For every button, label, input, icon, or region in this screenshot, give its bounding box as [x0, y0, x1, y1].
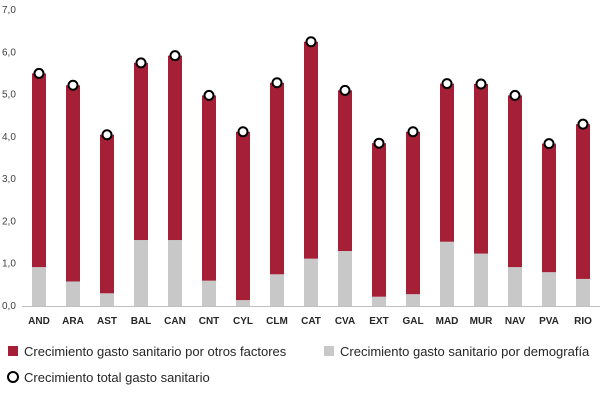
bar-otros-factores-cat	[304, 41, 318, 259]
x-tick-label-ext: EXT	[369, 316, 388, 327]
x-tick-label-gal: GAL	[402, 316, 423, 327]
bar-otros-factores-clm	[270, 82, 284, 275]
legend-label-otros-factores: Crecimiento gasto sanitario por otros fa…	[24, 344, 287, 359]
bar-demografia-rio	[576, 278, 590, 306]
bar-otros-factores-cyl	[236, 131, 250, 301]
x-tick-label-can: CAN	[164, 316, 186, 327]
bar-demografia-ext	[372, 296, 386, 306]
bar-otros-factores-gal	[406, 131, 420, 295]
total-marker-cva	[339, 84, 351, 96]
y-tick-label: 0,0	[2, 301, 16, 312]
bar-otros-factores-cnt	[202, 95, 216, 281]
x-tick-label-pva: PVA	[539, 316, 559, 327]
bar-otros-factores-bal	[134, 62, 148, 241]
bar-demografia-can	[168, 240, 182, 306]
bar-otros-factores-rio	[576, 124, 590, 279]
x-tick-label-rio: RIO	[574, 316, 592, 327]
total-marker-can	[169, 50, 181, 62]
x-tick-label-mad: MAD	[436, 316, 459, 327]
total-marker-bal	[135, 57, 147, 69]
legend-label-total: Crecimiento total gasto sanitario	[24, 370, 210, 385]
total-marker-pva	[543, 138, 555, 150]
legend-marker-total	[7, 371, 19, 383]
total-marker-ara	[67, 79, 79, 91]
y-tick-label: 1,0	[2, 259, 16, 270]
x-tick-label-and: AND	[28, 316, 50, 327]
bar-otros-factores-ext	[372, 143, 386, 297]
bar-demografia-and	[32, 267, 46, 306]
total-marker-cat	[305, 36, 317, 48]
bar-otros-factores-ast	[100, 134, 114, 294]
bar-demografia-bal	[134, 240, 148, 306]
bar-otros-factores-can	[168, 55, 182, 241]
total-marker-nav	[509, 89, 521, 101]
x-tick-label-cyl: CYL	[233, 316, 253, 327]
x-tick-label-cva: CVA	[335, 316, 355, 327]
x-tick-label-clm: CLM	[266, 316, 288, 327]
bar-demografia-cva	[338, 251, 352, 306]
bar-demografia-pva	[542, 272, 556, 306]
legend-swatch-demografia	[324, 346, 334, 356]
x-tick-label-nav: NAV	[505, 316, 526, 327]
total-marker-cyl	[237, 126, 249, 138]
bar-demografia-cyl	[236, 300, 250, 306]
total-marker-mur	[475, 78, 487, 90]
x-tick-label-ast: AST	[97, 316, 117, 327]
bar-otros-factores-nav	[508, 95, 522, 268]
x-tick-label-ara: ARA	[62, 316, 84, 327]
bar-demografia-mur	[474, 253, 488, 306]
bar-demografia-ast	[100, 293, 114, 306]
y-tick-label: 4,0	[2, 132, 16, 143]
bar-otros-factores-mur	[474, 84, 488, 254]
bar-demografia-clm	[270, 274, 284, 306]
total-marker-ast	[101, 129, 113, 141]
x-tick-label-mur: MUR	[470, 316, 494, 327]
y-tick-label: 5,0	[2, 90, 16, 101]
bar-otros-factores-ara	[66, 85, 80, 282]
x-axis: AND ARA AST BAL CAN CNT CYL CLM CAT CVA EXT GAL MAD M…	[22, 306, 600, 327]
total-marker-clm	[271, 77, 283, 89]
y-tick-label: 6,0	[2, 47, 16, 58]
y-tick-label: 7,0	[2, 5, 16, 16]
legend-swatch-otros-factores	[8, 346, 18, 356]
bar-otros-factores-cva	[338, 90, 352, 252]
legend: Crecimiento gasto sanitario por otros fa…	[7, 344, 590, 385]
bar-otros-factores-and	[32, 73, 46, 268]
total-marker-ext	[373, 137, 385, 149]
total-markers-layer	[33, 36, 589, 150]
bar-demografia-mad	[440, 241, 454, 306]
legend-label-demografia: Crecimiento gasto sanitario por demograf…	[340, 344, 590, 359]
total-marker-and	[33, 67, 45, 79]
x-tick-label-bal: BAL	[131, 316, 152, 327]
bar-demografia-gal	[406, 294, 420, 306]
total-marker-cnt	[203, 89, 215, 101]
y-tick-label: 2,0	[2, 216, 16, 227]
total-marker-rio	[577, 118, 589, 130]
y-tick-label: 3,0	[2, 174, 16, 185]
bar-otros-factores-mad	[440, 83, 454, 242]
bars-layer	[32, 41, 590, 306]
y-axis: 0,0 1,0 2,0 3,0 4,0 5,0 6,0 7,0	[2, 5, 16, 312]
x-tick-label-cat: CAT	[301, 316, 321, 327]
bar-otros-factores-pva	[542, 143, 556, 273]
x-tick-label-cnt: CNT	[199, 316, 220, 327]
bar-demografia-ara	[66, 281, 80, 306]
bar-demografia-nav	[508, 267, 522, 306]
total-marker-gal	[407, 126, 419, 138]
bar-demografia-cnt	[202, 280, 216, 306]
total-marker-mad	[441, 78, 453, 90]
bar-demografia-cat	[304, 258, 318, 306]
